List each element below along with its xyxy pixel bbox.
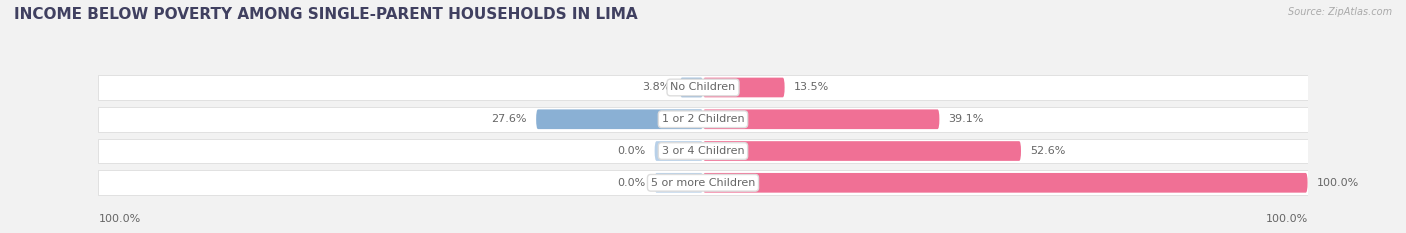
FancyBboxPatch shape [98, 139, 1308, 163]
Text: INCOME BELOW POVERTY AMONG SINGLE-PARENT HOUSEHOLDS IN LIMA: INCOME BELOW POVERTY AMONG SINGLE-PARENT… [14, 7, 638, 22]
FancyBboxPatch shape [98, 170, 1308, 195]
Text: No Children: No Children [671, 82, 735, 93]
FancyBboxPatch shape [703, 110, 939, 129]
Text: 100.0%: 100.0% [1316, 178, 1358, 188]
Text: 13.5%: 13.5% [793, 82, 830, 93]
Text: 3 or 4 Children: 3 or 4 Children [662, 146, 744, 156]
Text: 39.1%: 39.1% [949, 114, 984, 124]
Text: 100.0%: 100.0% [98, 214, 141, 224]
FancyBboxPatch shape [681, 78, 703, 97]
FancyBboxPatch shape [703, 141, 1021, 161]
Text: 5 or more Children: 5 or more Children [651, 178, 755, 188]
FancyBboxPatch shape [703, 173, 1308, 193]
Text: 0.0%: 0.0% [617, 178, 645, 188]
Text: 3.8%: 3.8% [643, 82, 671, 93]
FancyBboxPatch shape [98, 75, 1308, 100]
Text: 0.0%: 0.0% [617, 146, 645, 156]
Text: 52.6%: 52.6% [1031, 146, 1066, 156]
Text: 27.6%: 27.6% [492, 114, 527, 124]
Text: 100.0%: 100.0% [1265, 214, 1308, 224]
FancyBboxPatch shape [703, 78, 785, 97]
FancyBboxPatch shape [655, 173, 703, 193]
FancyBboxPatch shape [536, 110, 703, 129]
FancyBboxPatch shape [655, 141, 703, 161]
Text: Source: ZipAtlas.com: Source: ZipAtlas.com [1288, 7, 1392, 17]
Text: 1 or 2 Children: 1 or 2 Children [662, 114, 744, 124]
FancyBboxPatch shape [98, 107, 1308, 132]
